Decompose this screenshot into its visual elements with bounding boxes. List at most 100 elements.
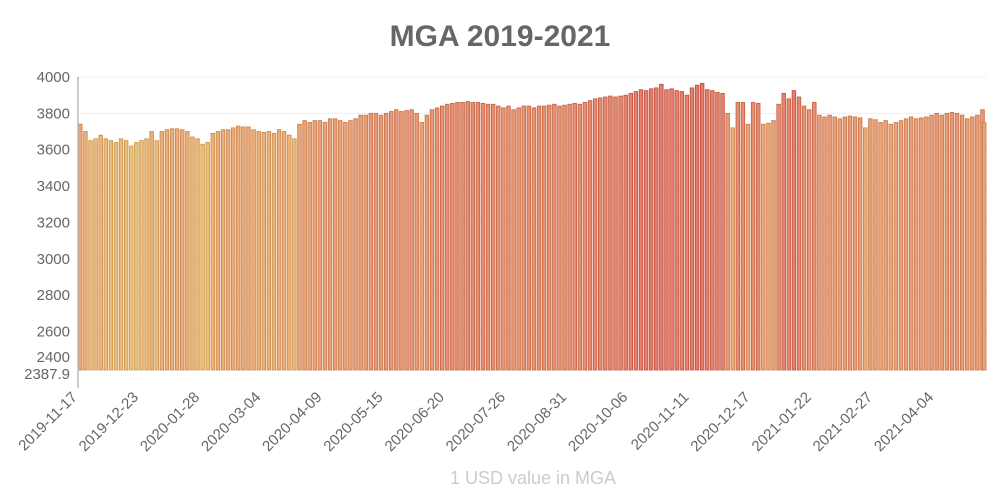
bar <box>185 131 190 371</box>
bar <box>847 115 853 371</box>
bar <box>638 89 644 371</box>
x-tick-label: 2019-12-23 <box>76 389 142 455</box>
bar <box>236 125 241 371</box>
bar <box>399 111 404 371</box>
x-axis-label: 1 USD value in MGA <box>450 468 616 488</box>
x-tick-label: 2021-04-04 <box>871 389 937 455</box>
bar <box>378 114 384 371</box>
bar <box>903 118 909 371</box>
bar <box>292 138 297 371</box>
bar <box>496 105 501 371</box>
bar <box>954 112 960 371</box>
bar <box>241 126 246 371</box>
bar <box>786 98 792 371</box>
y-tick-label: 2400 <box>37 349 70 366</box>
x-tick-label: 2020-08-31 <box>504 389 570 455</box>
bar <box>745 123 751 371</box>
bar <box>271 132 277 371</box>
bar <box>460 102 465 371</box>
bar <box>812 102 817 371</box>
bar <box>654 87 659 371</box>
bar <box>552 103 557 371</box>
bar <box>159 131 165 371</box>
bar <box>832 116 837 371</box>
bar <box>383 112 389 371</box>
bar <box>893 122 899 371</box>
y-tick-label: 3000 <box>37 251 70 268</box>
bar <box>633 91 639 371</box>
bar <box>302 120 307 371</box>
bar <box>266 131 272 371</box>
bar <box>276 129 282 371</box>
bar <box>868 118 873 371</box>
bar <box>883 120 888 371</box>
bar <box>643 90 649 371</box>
y-tick-label: 2387.9 <box>24 366 70 383</box>
bar <box>623 94 628 371</box>
bar <box>608 95 613 371</box>
bar <box>353 118 358 371</box>
bar <box>368 112 374 371</box>
x-tick-label: 2020-07-26 <box>443 389 509 455</box>
bar <box>348 120 353 371</box>
bar <box>536 105 542 371</box>
bar <box>180 129 185 371</box>
bar <box>118 138 124 371</box>
bar <box>470 102 475 371</box>
bar <box>674 90 679 371</box>
bar <box>761 123 766 371</box>
bar <box>506 105 511 371</box>
bar <box>332 118 338 371</box>
bar <box>582 102 588 371</box>
bar <box>679 91 684 371</box>
x-tick-label: 2021-01-22 <box>749 389 815 455</box>
bar <box>919 117 924 371</box>
bar <box>516 107 521 371</box>
bar <box>740 102 746 371</box>
bar <box>113 142 119 371</box>
bar <box>791 90 797 371</box>
bar <box>149 131 154 371</box>
bar <box>475 102 481 371</box>
bar <box>480 102 486 371</box>
bar <box>557 105 562 371</box>
bar <box>93 138 98 371</box>
bar <box>613 96 618 371</box>
bar <box>959 114 965 371</box>
bar <box>944 112 950 371</box>
bar <box>485 103 491 371</box>
x-tick-label: 2020-03-04 <box>198 389 264 455</box>
bar <box>705 89 710 371</box>
bar <box>246 126 251 371</box>
y-tick-label: 2800 <box>37 287 70 304</box>
bar <box>98 134 103 371</box>
bar <box>445 103 450 371</box>
x-tick-label: 2020-11-11 <box>628 389 693 454</box>
bar <box>195 138 200 371</box>
bar <box>710 90 715 371</box>
bar <box>982 122 987 371</box>
bar <box>317 120 323 371</box>
bar <box>577 103 583 371</box>
bar <box>419 122 425 371</box>
bar <box>592 98 598 371</box>
bar <box>730 127 735 371</box>
y-tick-label: 3200 <box>37 214 70 231</box>
bar <box>628 92 633 371</box>
bar <box>541 105 547 371</box>
bars <box>78 82 987 371</box>
bar <box>837 118 842 371</box>
bar <box>781 92 786 371</box>
bar <box>735 102 741 371</box>
x-axis: 2019-11-172019-12-232020-01-282020-03-04… <box>15 389 937 455</box>
bar <box>287 134 292 371</box>
bar <box>358 114 363 371</box>
bar <box>129 145 134 371</box>
bar <box>898 120 904 371</box>
bar <box>154 140 159 371</box>
bar <box>455 102 460 371</box>
y-tick-label: 3400 <box>37 178 70 195</box>
bar <box>801 105 807 371</box>
chart-title: MGA 2019-2021 <box>390 20 611 53</box>
